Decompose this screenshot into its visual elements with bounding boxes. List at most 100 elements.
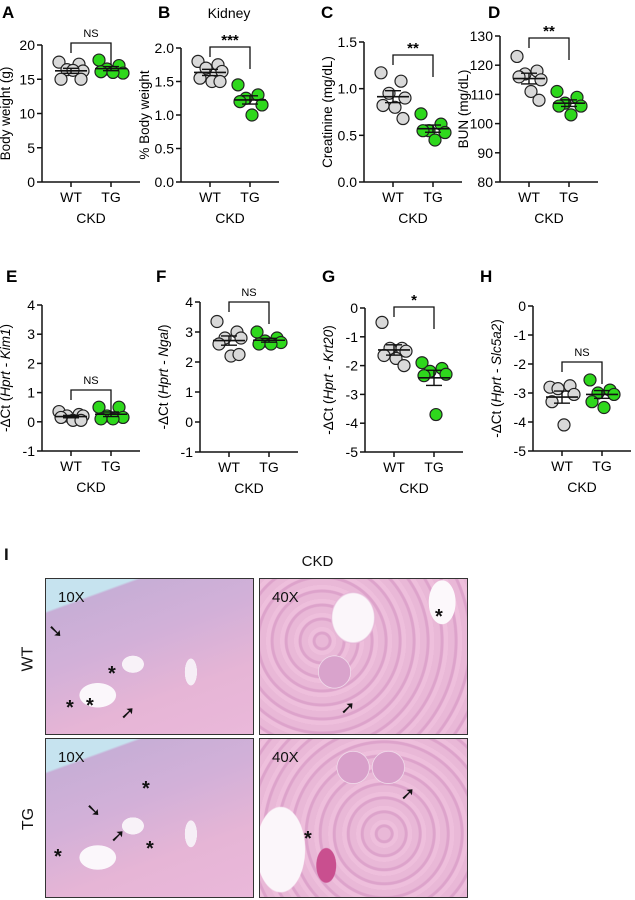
data-point-tg — [597, 400, 611, 415]
data-point-tg — [416, 124, 430, 138]
y-tick-label: 1 — [27, 385, 35, 401]
row-label-wt: WT — [19, 646, 37, 672]
data-point-wt — [524, 84, 538, 99]
y-axis-label-part: BUN (mg/dL) — [456, 70, 471, 149]
y-tick-label: 3 — [27, 326, 35, 342]
data-point-wt — [193, 71, 207, 85]
asterisk-marker: * — [304, 828, 312, 850]
group-label: CKD — [234, 480, 264, 496]
row-label-tg: TG — [20, 807, 38, 831]
data-point-wt — [567, 387, 581, 402]
data-point-tg — [585, 395, 599, 409]
data-point-tg — [415, 356, 429, 370]
significance-label: NS — [241, 287, 256, 299]
y-tick-label: 2.0 — [155, 40, 175, 56]
y-tick-label: -3 — [346, 386, 359, 402]
asterisk-marker: * — [146, 838, 154, 860]
data-point-wt — [375, 315, 389, 329]
significance-bracket — [561, 361, 603, 384]
significance-bracket — [392, 54, 434, 77]
data-point-wt — [534, 73, 548, 87]
micrograph-tg-40x: 40X * ➘ — [259, 738, 468, 898]
panel-label: A — [2, 3, 14, 22]
significance-label: NS — [83, 375, 98, 387]
y-tick-label: 80 — [477, 174, 493, 190]
data-point-wt — [52, 55, 66, 69]
magnification-label: 10X — [58, 589, 85, 606]
panel-label: G — [322, 267, 335, 286]
asterisk-marker: * — [108, 663, 116, 685]
asterisk-marker: * — [86, 695, 94, 717]
data-point-wt — [398, 91, 412, 105]
micrograph-tg-10x: 10X * * * ➘ ➘ — [45, 738, 254, 898]
chart-h: H -5 -4 -3 -2 -1 0 WT TG CKD -ΔCt (Hprt - Slc5a2) N… — [480, 267, 631, 495]
y-axis-label: -ΔCt (Hprt - Krt20) — [321, 325, 336, 435]
panel-label-i: I — [4, 545, 9, 564]
chart-g: G -5 -4 -3 -2 -1 0 WT TG CKD -ΔCt (Hprt - Krt20) * — [321, 267, 463, 496]
data-point-wt — [399, 344, 413, 358]
asterisk-marker: * — [66, 697, 74, 719]
y-axis-label: BUN (mg/dL) — [456, 70, 471, 149]
chart-a: A 0 5 10 15 20 WT TG CKD Body weight (g) NS — [0, 3, 140, 226]
group-label: CKD — [76, 479, 106, 495]
group-label: CKD — [398, 210, 428, 226]
y-tick-label: 0.5 — [338, 127, 358, 143]
significance-label: * — [411, 292, 417, 309]
x-tick-label: WT — [218, 459, 240, 475]
y-tick-label: 1.0 — [155, 107, 175, 123]
y-tick-label: 0 — [518, 298, 526, 314]
x-tick-label: TG — [240, 189, 259, 205]
y-axis-label-part: ) — [321, 325, 336, 330]
data-point-wt — [396, 111, 410, 126]
magnification-label: 40X — [272, 589, 299, 606]
data-point-tg — [231, 78, 245, 92]
data-point-tg — [550, 84, 564, 99]
y-tick-label: 1 — [185, 384, 193, 400]
y-axis-label: % Body weight — [137, 70, 152, 160]
y-tick-label: 0 — [27, 414, 35, 430]
y-axis-label: -ΔCt (Hprt - Slc5a2) — [489, 319, 504, 438]
y-tick-label: -4 — [346, 415, 359, 431]
y-tick-label: 130 — [470, 28, 494, 44]
arrow-marker: ➘ — [48, 621, 64, 641]
chart-d: D 80 90 100 110 120 130 WT TG CKD BUN (mg/dL) ** — [456, 3, 598, 226]
data-point-wt — [545, 395, 559, 409]
y-tick-label: -1 — [514, 327, 527, 343]
y-tick-label: 1.5 — [338, 34, 358, 50]
y-tick-label: -2 — [514, 356, 527, 372]
x-tick-label: WT — [199, 189, 221, 205]
x-tick-label: TG — [559, 189, 578, 205]
significance-label: NS — [83, 28, 98, 40]
significance-label: ** — [543, 23, 555, 40]
data-point-wt — [510, 49, 524, 64]
asterisk-marker: * — [142, 778, 150, 800]
panel-label: F — [156, 267, 166, 286]
significance-bracket — [393, 306, 435, 329]
data-point-wt — [232, 347, 246, 362]
magnification-label: 40X — [272, 749, 299, 766]
significance-bracket — [70, 42, 112, 65]
panel-label: D — [488, 3, 500, 22]
data-point-wt — [213, 74, 227, 89]
y-axis-label-part: ) — [0, 324, 13, 329]
y-axis-label-part: Hprt - Ngal — [156, 328, 171, 394]
data-point-tg — [414, 107, 428, 121]
group-label: CKD — [534, 210, 564, 226]
data-point-wt — [376, 98, 390, 113]
y-tick-label: -2 — [346, 358, 359, 374]
y-tick-label: 0 — [27, 174, 35, 190]
group-label: CKD — [567, 479, 597, 495]
y-tick-label: 0.0 — [338, 174, 358, 190]
y-tick-label: 120 — [470, 57, 494, 73]
data-point-wt — [388, 100, 402, 114]
micrograph-wt-10x: 10X * * * ➘ ➘ — [45, 578, 254, 735]
y-tick-label: 0 — [350, 300, 358, 316]
data-point-tg — [428, 133, 442, 147]
x-tick-label: TG — [424, 459, 443, 475]
significance-bracket — [228, 301, 270, 324]
y-axis-label-part: Hprt - Kim1 — [0, 328, 13, 396]
chart-e: E -1 0 1 2 3 4 WT TG CKD -ΔCt (Hprt - Kim1) NS — [0, 267, 140, 495]
y-tick-label: 0 — [185, 414, 193, 430]
group-label: CKD — [215, 210, 245, 226]
significance-label: *** — [221, 32, 239, 49]
